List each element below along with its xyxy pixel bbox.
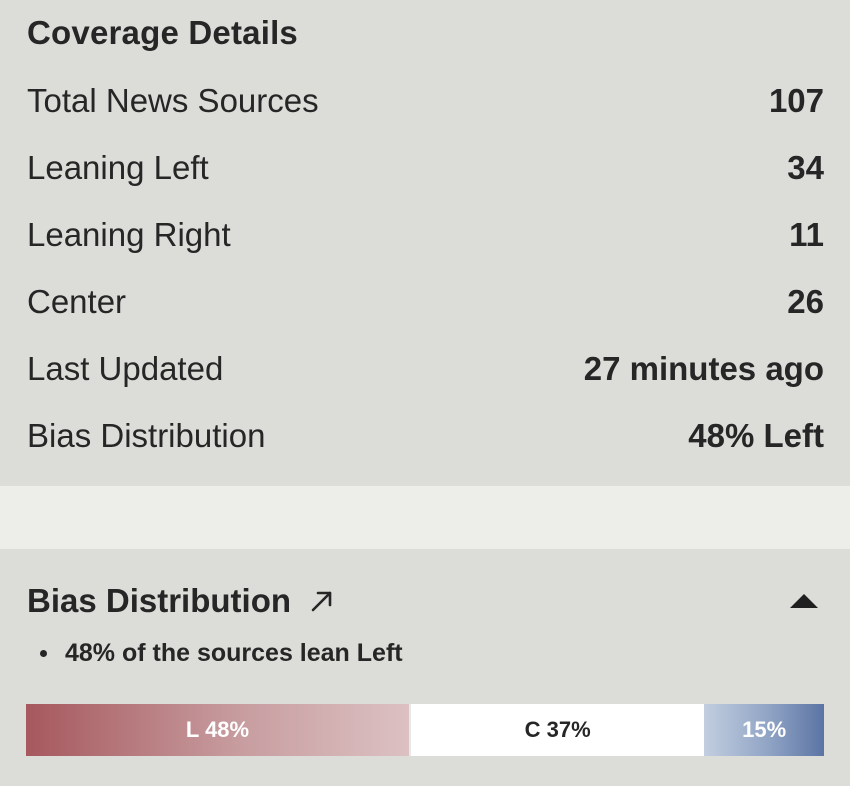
coverage-row-value: 27 minutes ago [583, 350, 824, 387]
coverage-row-label: Bias Distribution [27, 417, 266, 454]
coverage-row-center: Center 26 [27, 282, 824, 322]
bias-segment-right[interactable]: 15% [704, 704, 824, 756]
coverage-row-leaning-left: Leaning Left 34 [27, 148, 824, 188]
bias-segment-center-label: C 37% [524, 717, 591, 742]
bias-distribution-bar: L 48% C 37% 15% [26, 704, 824, 756]
coverage-row-label: Last Updated [27, 350, 224, 387]
bias-summary-text: 48% of the sources lean Left [65, 639, 403, 667]
coverage-row-label: Leaning Left [27, 149, 209, 186]
coverage-row-value: 11 [789, 216, 824, 253]
coverage-row-label: Center [27, 283, 127, 320]
bias-distribution-title-link[interactable]: Bias Distribution [27, 582, 335, 620]
coverage-row-value: 34 [787, 149, 824, 186]
bias-distribution-title[interactable]: Bias Distribution [27, 582, 292, 619]
coverage-row-total-sources: Total News Sources 107 [27, 81, 824, 121]
coverage-row-value: 26 [787, 283, 824, 320]
coverage-row-last-updated: Last Updated 27 minutes ago [27, 349, 824, 389]
coverage-row-value: 48% Left [688, 417, 824, 454]
coverage-row-value: 107 [768, 82, 824, 119]
coverage-row-bias-distribution: Bias Distribution 48% Left [27, 416, 824, 456]
bias-distribution-panel: Bias Distribution 48% of the sources lea… [0, 549, 850, 786]
coverage-row-leaning-right: Leaning Right 11 [27, 215, 824, 255]
bias-segment-left[interactable]: L 48% [26, 704, 410, 756]
collapse-triangle-icon[interactable] [790, 594, 818, 608]
coverage-details-panel: Coverage Details Total News Sources 107 … [27, 14, 824, 456]
bias-summary-bullet: 48% of the sources lean Left [40, 639, 403, 668]
coverage-row-label: Total News Sources [27, 82, 319, 119]
bias-segment-center[interactable]: C 37% [409, 704, 705, 756]
bias-distribution-header[interactable]: Bias Distribution [27, 579, 824, 623]
external-arrow-icon[interactable] [309, 588, 335, 614]
section-divider [0, 486, 850, 549]
bias-segment-right-label: 15% [742, 717, 787, 742]
bias-segment-left-label: L 48% [185, 717, 250, 742]
bullet-dot-icon [40, 650, 47, 657]
coverage-details-title: Coverage Details [27, 14, 298, 51]
coverage-row-label: Leaning Right [27, 216, 231, 253]
